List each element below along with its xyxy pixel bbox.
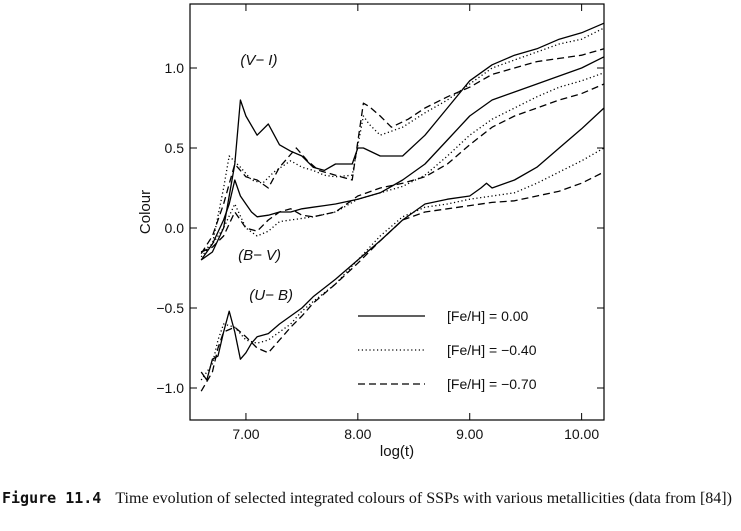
- series-line-solid: [200, 107, 605, 381]
- series-layer: [200, 22, 605, 392]
- y-tick-label: 0.5: [165, 140, 185, 156]
- x-tick-label: 7.00: [232, 426, 259, 442]
- legend-label: [Fe/H] = −0.70: [447, 376, 537, 392]
- series-group-label: (B− V): [238, 247, 281, 264]
- chart: 7.00 8.00 9.00 10.00 −1.0 −0.5 0.0 0.5 1.0 (V− I…: [137, 3, 605, 460]
- figure-label: Figure 11.4: [2, 489, 102, 507]
- ticks: 7.00 8.00 9.00 10.00 −1.0 −0.5 0.0 0.5 1.0: [156, 4, 604, 442]
- series-group-label: (V− I): [240, 52, 277, 69]
- x-tick-label: 8.00: [344, 426, 371, 442]
- y-axis-title: Colour: [137, 190, 154, 234]
- series-line-dashed: [200, 171, 605, 392]
- plot-frame: [189, 3, 605, 421]
- annotations: (V− I) (B− V) (U− B): [238, 52, 293, 304]
- x-tick-label: 10.00: [564, 426, 599, 442]
- y-tick-label: −1.0: [156, 380, 184, 396]
- legend-label: [Fe/H] = −0.40: [447, 342, 537, 358]
- series-line-dotted: [200, 27, 605, 258]
- series-group-label: (U− B): [249, 287, 293, 304]
- series-line-solid: [200, 56, 605, 261]
- figure-caption-text: Time evolution of selected integrated co…: [115, 490, 732, 507]
- legend-label: [Fe/H] = 0.00: [447, 308, 529, 324]
- y-tick-label: 0.0: [165, 220, 185, 236]
- series-line-dashed: [200, 83, 605, 253]
- y-tick-label: −0.5: [156, 300, 184, 316]
- series-line-solid: [200, 22, 605, 261]
- series-line-dotted: [200, 72, 605, 253]
- y-tick-label: 1.0: [165, 60, 185, 76]
- legend: [Fe/H] = 0.00 [Fe/H] = −0.40 [Fe/H] = −0.7…: [358, 308, 537, 392]
- x-axis-title: log(t): [380, 443, 414, 460]
- x-tick-label: 9.00: [456, 426, 483, 442]
- figure-caption: Figure 11.4 Time evolution of selected in…: [2, 488, 738, 509]
- series-line-dotted: [200, 147, 605, 381]
- series-line-dashed: [200, 48, 605, 254]
